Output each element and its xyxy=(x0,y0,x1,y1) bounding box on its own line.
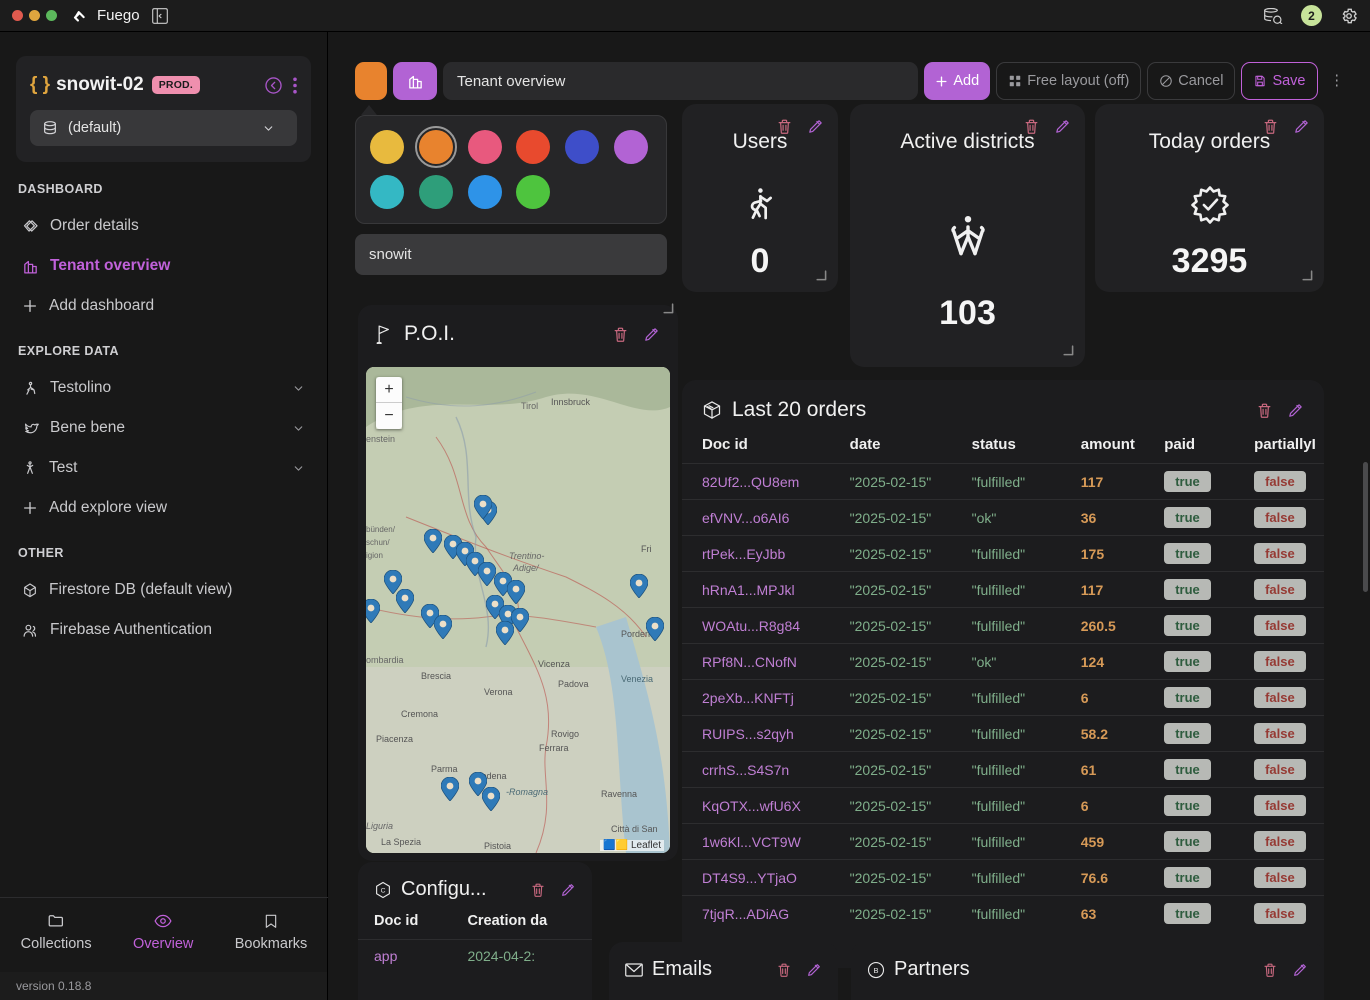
svg-text:enstein: enstein xyxy=(366,434,395,444)
svg-text:Vicenza: Vicenza xyxy=(538,659,570,669)
svg-text:La Spezia: La Spezia xyxy=(381,837,421,847)
svg-text:Fri: Fri xyxy=(641,544,652,554)
svg-text:Rovigo: Rovigo xyxy=(551,729,579,739)
svg-text:Cremona: Cremona xyxy=(401,709,438,719)
svg-text:C: C xyxy=(381,887,386,894)
svg-text:B: B xyxy=(873,966,878,975)
svg-text:igion: igion xyxy=(366,551,383,560)
svg-text:Città di San: Città di San xyxy=(611,824,658,834)
svg-text:-Romagna: -Romagna xyxy=(506,787,548,797)
svg-text:Pistoia: Pistoia xyxy=(484,841,511,851)
svg-text:Venezia: Venezia xyxy=(621,674,653,684)
svg-text:bünden/: bünden/ xyxy=(366,525,396,534)
svg-text:Verona: Verona xyxy=(484,687,513,697)
svg-text:Ferrara: Ferrara xyxy=(539,743,569,753)
svg-text:Trentino-: Trentino- xyxy=(509,551,544,561)
svg-text:Ravenna: Ravenna xyxy=(601,789,637,799)
svg-text:schun/: schun/ xyxy=(366,538,390,547)
svg-text:Liguria: Liguria xyxy=(366,821,393,831)
svg-text:Adige/: Adige/ xyxy=(512,563,540,573)
svg-text:Tirol: Tirol xyxy=(521,401,538,411)
svg-text:Piacenza: Piacenza xyxy=(376,734,413,744)
svg-text:Innsbruck: Innsbruck xyxy=(551,397,591,407)
svg-text:Brescia: Brescia xyxy=(421,671,451,681)
svg-text:Parma: Parma xyxy=(431,764,458,774)
svg-text:Padova: Padova xyxy=(558,679,589,689)
svg-text:ombardia: ombardia xyxy=(366,655,404,665)
